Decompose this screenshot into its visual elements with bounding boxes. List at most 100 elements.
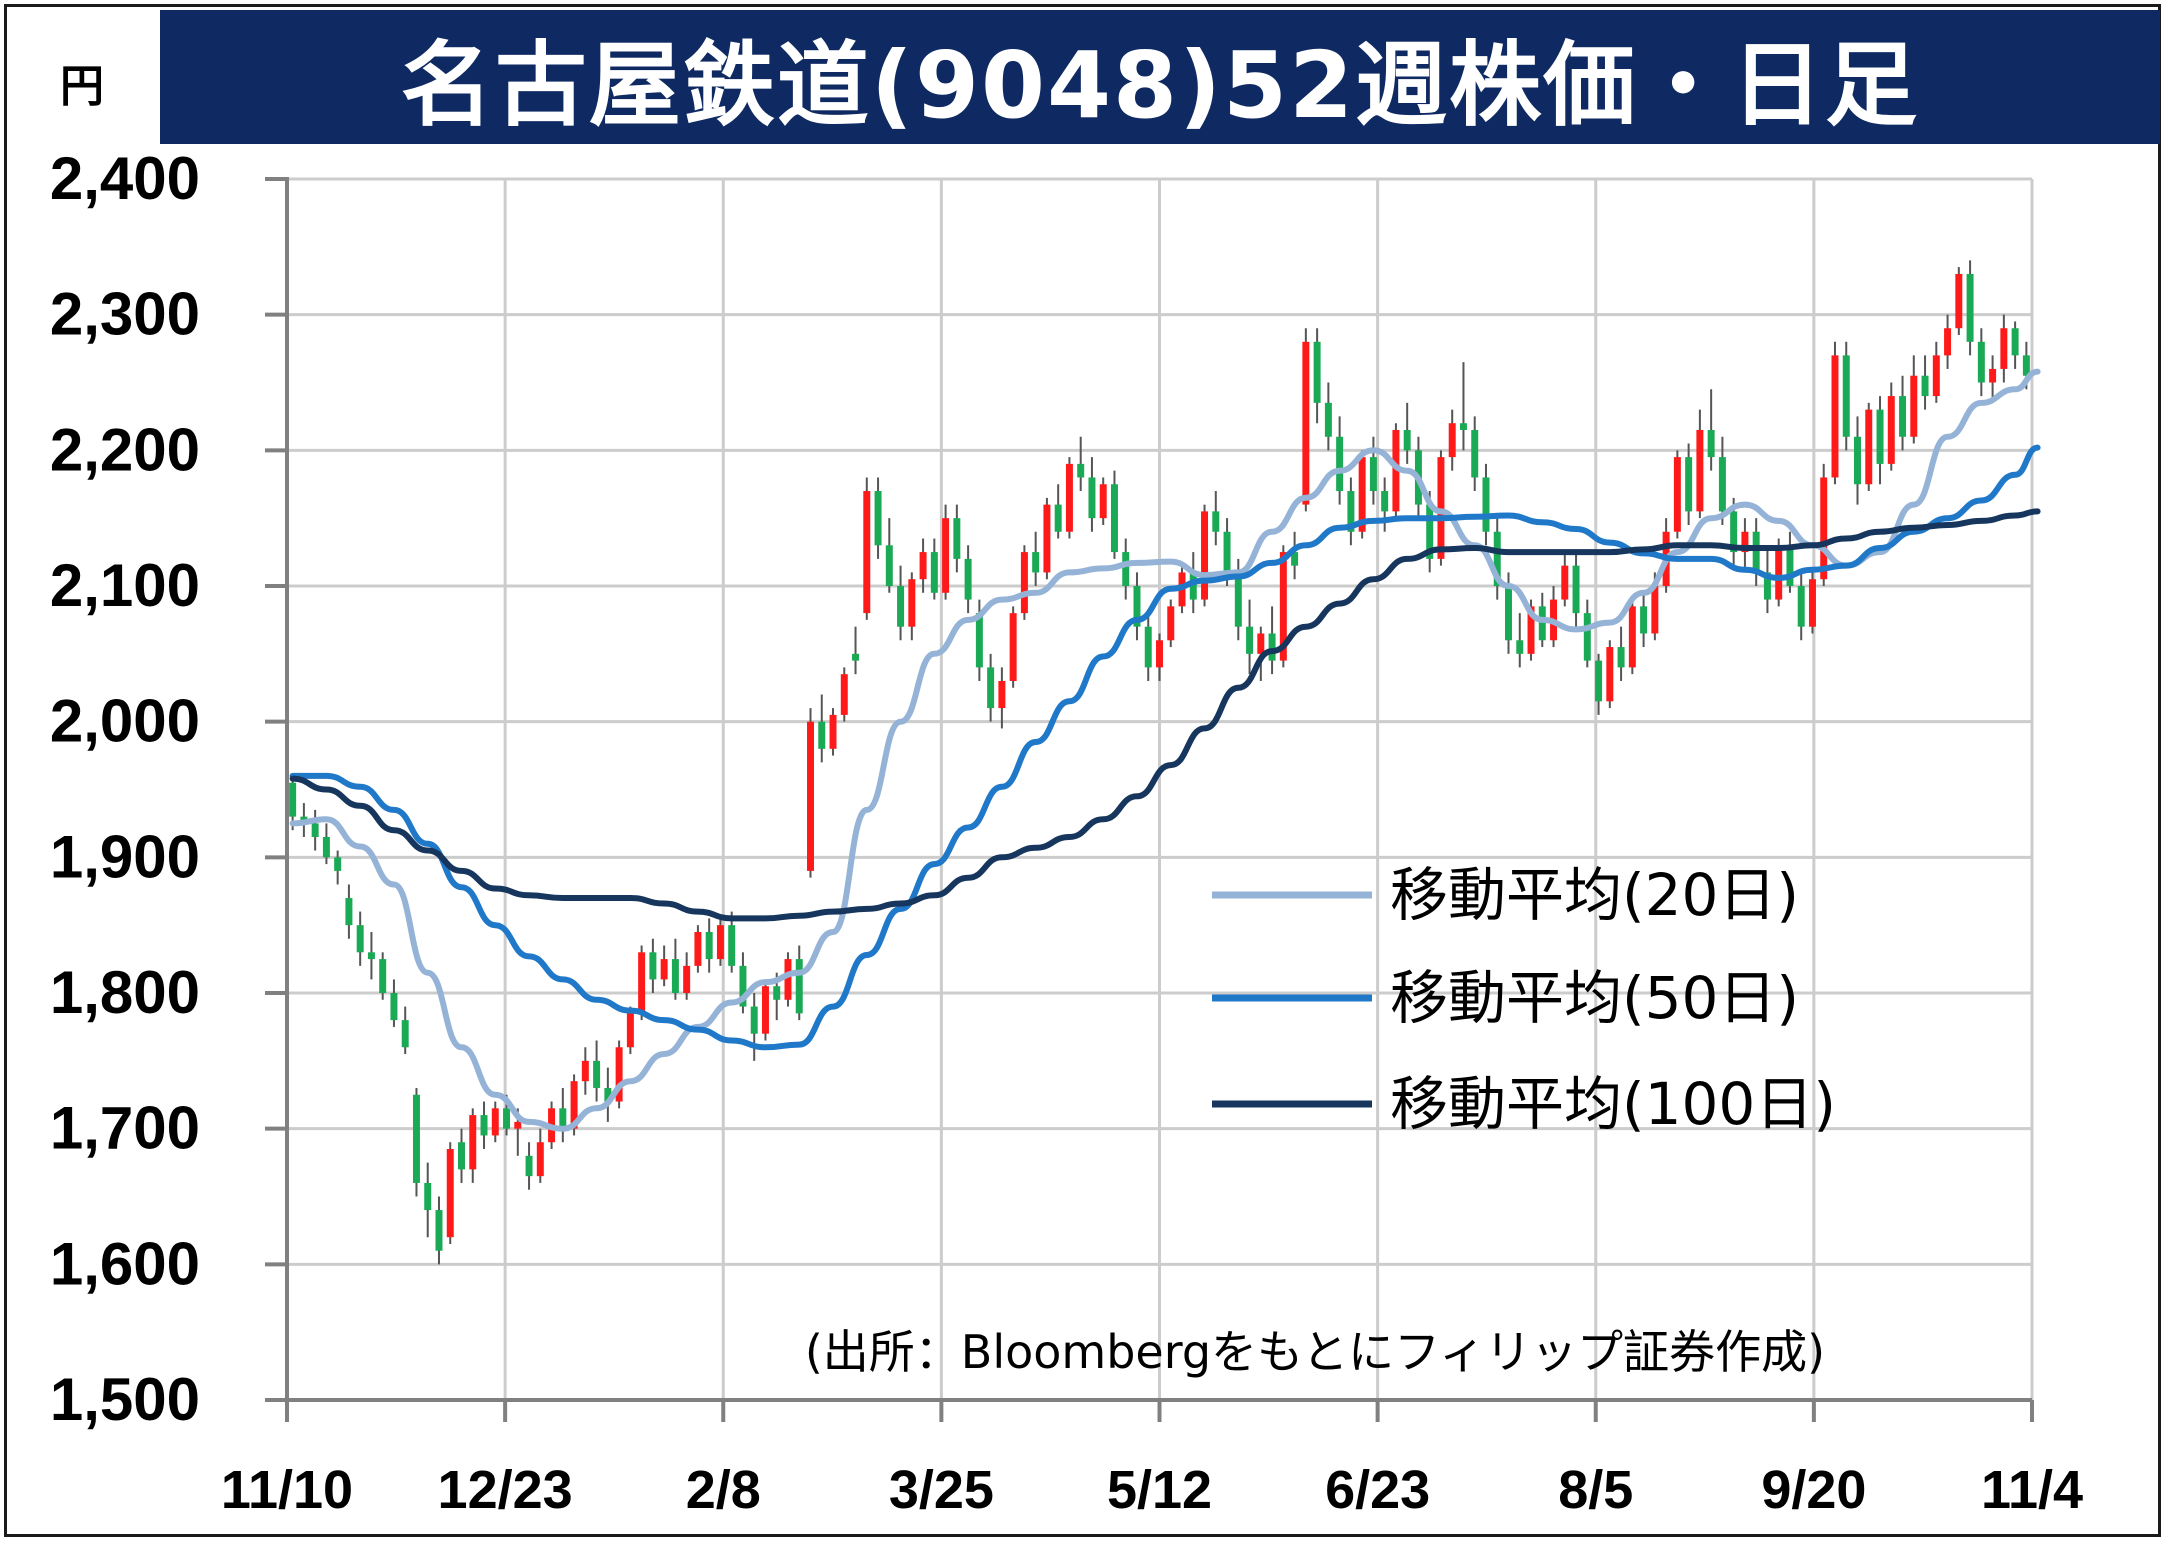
candle-down [964, 558, 972, 600]
candle-up [1944, 328, 1952, 356]
candle-up [1887, 396, 1895, 464]
candle-down [1516, 640, 1524, 654]
candle-down [1268, 633, 1276, 661]
candle-up [1527, 606, 1535, 654]
candle-down [975, 613, 983, 668]
y-tick-label: 1,800 [50, 959, 200, 1026]
candle-up [1910, 375, 1918, 437]
candle-down [1133, 586, 1141, 627]
candle-down [367, 952, 375, 960]
candle-down [705, 931, 713, 960]
candle-down [1246, 626, 1254, 654]
y-tick-label: 2,400 [50, 145, 200, 212]
candle-down [1077, 463, 1085, 478]
candle-down [1876, 409, 1884, 464]
x-tick-labels: 11/10 12/23 2/8 3/25 5/12 6/23 8/5 9/20 11/4 [221, 1460, 2083, 1520]
candle-down [671, 959, 679, 993]
x-tick-label: 12/23 [438, 1460, 573, 1520]
candle-up [570, 1081, 578, 1129]
candle-down [1977, 341, 1985, 383]
candle-down [818, 721, 826, 749]
candle-up [1606, 647, 1614, 702]
y-tick-label: 1,900 [50, 823, 200, 890]
candle-down [311, 823, 319, 837]
x-tick-label: 2/8 [686, 1460, 761, 1520]
x-tick-label: 9/20 [1761, 1460, 1866, 1520]
candle-up [1628, 606, 1636, 668]
candle-up [942, 518, 950, 593]
candle-up [1437, 457, 1445, 559]
candle-up [998, 680, 1006, 709]
candle-down [795, 959, 803, 1014]
candle-down [1707, 429, 1715, 458]
legend: 移動平均(20日) 移動平均(50日) 移動平均(100日) [1212, 861, 1836, 1138]
candle-down [1313, 341, 1321, 403]
candle-down [345, 898, 353, 926]
candle-down [953, 518, 961, 559]
candle-up [1741, 531, 1749, 553]
candle-up [807, 721, 814, 871]
y-unit-label: 円 [60, 61, 104, 112]
legend-label-ma50: 移動平均(50日) [1390, 964, 1799, 1032]
candle-up [1358, 457, 1366, 532]
candle-down [390, 993, 398, 1021]
x-tick-label: 5/12 [1107, 1460, 1212, 1520]
candle-down [322, 836, 330, 858]
candle-down [885, 545, 893, 586]
candle-up [1989, 368, 1997, 383]
candle-down [1583, 613, 1591, 661]
candle-down [1595, 660, 1603, 702]
y-tick-labels: 1,500 1,600 1,700 1,800 1,900 2,000 2,100 2,200… [50, 145, 200, 1433]
candle-down [1088, 477, 1096, 519]
candle-down [750, 1006, 758, 1034]
candle-down [1212, 511, 1220, 532]
candle-up [1696, 429, 1704, 512]
candle-down [874, 491, 882, 546]
x-tick-label: 6/23 [1325, 1460, 1430, 1520]
candle-down [1032, 552, 1040, 573]
candle-down [435, 1210, 443, 1251]
candle-down [1369, 457, 1377, 492]
candle-down [480, 1115, 488, 1136]
candle-down [2022, 355, 2030, 376]
candle-down [1324, 402, 1332, 437]
candle-up [1448, 423, 1456, 458]
candle-down [649, 952, 657, 980]
chart-title: 名古屋鉄道(9048)52週株価・日足 [400, 31, 1920, 139]
candle-up [863, 491, 871, 614]
candle-down [593, 1060, 601, 1088]
candle-up [491, 1108, 499, 1136]
candle-up [1167, 606, 1175, 641]
candle-up [581, 1060, 589, 1082]
candle-up [683, 965, 691, 993]
ma100-line [289, 508, 2041, 922]
y-tick-label: 2,300 [50, 281, 200, 348]
candle-up [716, 925, 724, 960]
candle-up [1201, 511, 1209, 600]
candle-down [525, 1155, 533, 1177]
candle-up [1156, 640, 1163, 668]
candle-up [1065, 463, 1073, 532]
legend-label-ma100: 移動平均(100日) [1390, 1070, 1836, 1138]
candle-down [852, 653, 860, 661]
candle-down [1223, 531, 1231, 573]
candle-down [503, 1108, 511, 1129]
y-tick-label: 2,200 [50, 416, 200, 483]
candle-down [401, 1020, 409, 1048]
candle-down [1730, 511, 1738, 553]
candle-up [1302, 341, 1310, 505]
candle-down [1718, 457, 1726, 512]
candle-down [424, 1182, 432, 1211]
candle-down [458, 1142, 465, 1170]
candle-down [1189, 572, 1197, 600]
candle-down [1921, 375, 1929, 397]
candle-up [1009, 613, 1017, 681]
candle-down [728, 925, 736, 966]
candle-down [1426, 504, 1434, 559]
candle-up [1775, 545, 1783, 600]
candle-down [930, 552, 938, 593]
grid-lines [285, 177, 2034, 1400]
candle-down [1110, 484, 1118, 553]
candle-up [919, 552, 927, 580]
candle-down [1752, 531, 1760, 573]
